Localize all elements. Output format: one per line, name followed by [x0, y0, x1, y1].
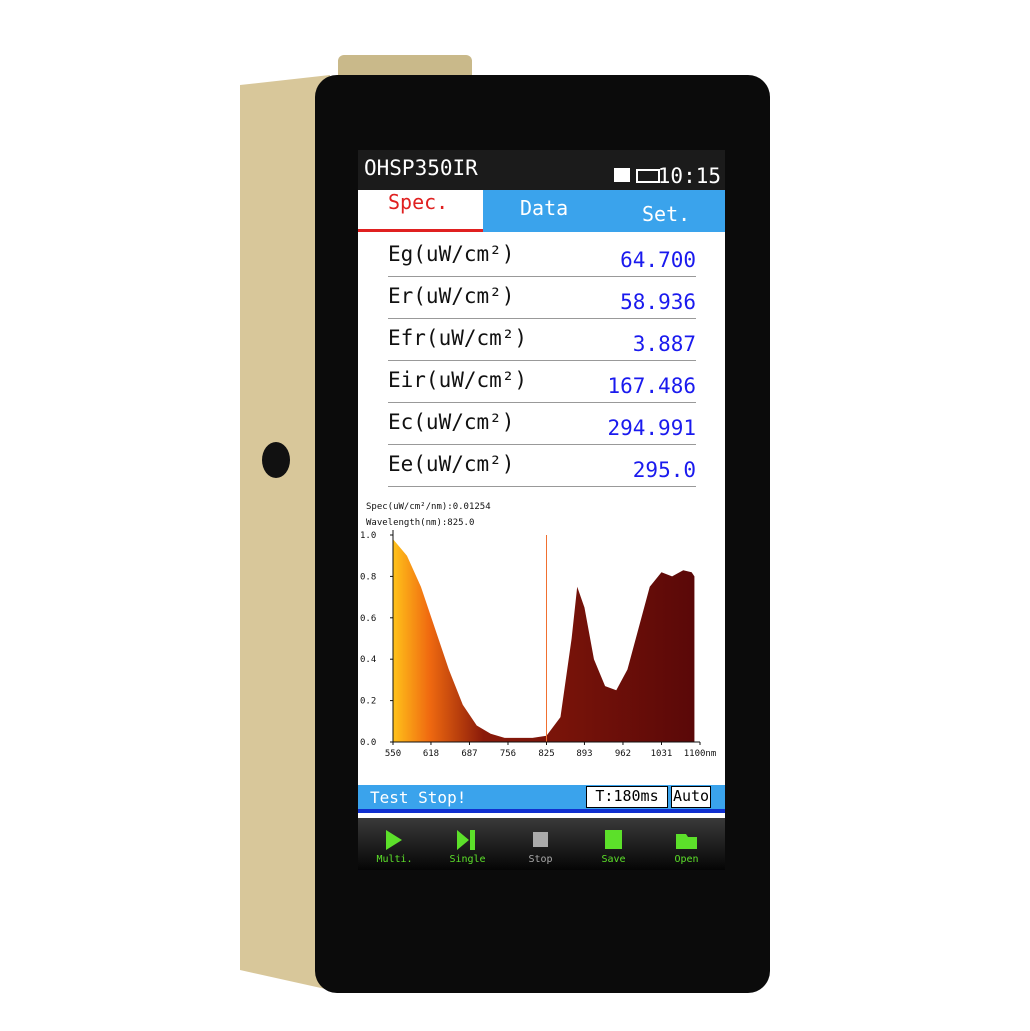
measurement-value: 295.0 [632, 458, 696, 482]
spectrum-area [393, 539, 695, 742]
measurement-label: Eg(uW/cm²) [388, 242, 515, 266]
spec-readout: Spec(uW/cm²/nm):0.01254 [366, 502, 491, 512]
screen: OHSP350IR 10:15 Spec. Data Set. Eg(uW/cm… [358, 150, 725, 870]
x-tick-label: 687 [461, 749, 477, 759]
mode-box[interactable]: Auto [671, 786, 711, 808]
y-tick-label: 0.4 [360, 655, 376, 665]
toolbar-button[interactable]: Open [650, 818, 723, 868]
measurement-value: 294.991 [607, 416, 696, 440]
x-tick-label: 756 [500, 749, 516, 759]
toolbar-button[interactable]: Single [431, 818, 504, 868]
measurement-row: Efr(uW/cm²) 3.887 [388, 318, 696, 361]
y-tick-label: 0.0 [360, 738, 376, 748]
button-label: Open [674, 854, 699, 865]
x-tick-label: 893 [576, 749, 592, 759]
icon-shape [386, 830, 402, 850]
measurement-row: Ee(uW/cm²) 295.0 [388, 444, 696, 487]
button-icon [605, 830, 622, 849]
x-tick-label: 825 [538, 749, 554, 759]
integration-time[interactable]: T:180ms [586, 786, 668, 808]
measurement-label: Ec(uW/cm²) [388, 410, 515, 434]
measurement-value: 58.936 [620, 290, 696, 314]
battery-icon [636, 169, 660, 183]
status-message: Test Stop! [370, 788, 467, 807]
x-tick-label: 618 [423, 749, 439, 759]
tab-underline [358, 229, 483, 232]
tab-label: Spec. [388, 190, 449, 214]
toolbar-button[interactable]: Stop [504, 818, 577, 868]
toolbar-button[interactable]: Multi. [358, 818, 431, 868]
sd-icon [614, 168, 630, 182]
button-icon [676, 834, 697, 849]
x-tick-label: 1100nm [684, 749, 717, 759]
measurement-row: Ec(uW/cm²) 294.991 [388, 402, 696, 445]
button-label: Stop [528, 854, 553, 865]
x-tick-label: 962 [615, 749, 631, 759]
button-icon [386, 830, 402, 850]
wavelength-readout: Wavelength(nm):825.0 [366, 518, 474, 528]
icon-shape [533, 832, 548, 847]
measurement-row: Eg(uW/cm²) 64.700 [388, 234, 696, 277]
tab-bar: Spec. Data Set. [358, 190, 725, 232]
measurement-label: Eir(uW/cm²) [388, 368, 528, 392]
measurement-label: Efr(uW/cm²) [388, 326, 528, 350]
toolbar-button[interactable]: Save [577, 818, 650, 868]
button-icon [457, 830, 475, 850]
measurement-label: Er(uW/cm²) [388, 284, 515, 308]
button-label: Multi. [376, 854, 413, 865]
device-title: OHSP350IR [364, 156, 478, 180]
y-tick-label: 0.2 [360, 697, 376, 707]
clock: 10:15 [657, 164, 721, 188]
button-icon [533, 832, 548, 847]
active-tab[interactable]: Spec. [358, 190, 483, 232]
measurement-label: Ee(uW/cm²) [388, 452, 515, 476]
spectrum-chart: Spec(uW/cm²/nm):0.01254 Wavelength(nm):8… [360, 502, 717, 759]
button-label: Save [601, 854, 626, 865]
measurement-row: Er(uW/cm²) 58.936 [388, 276, 696, 319]
measurement-value: 64.700 [620, 248, 696, 272]
button-bar: Multi. Single Stop Save Open [358, 818, 725, 870]
x-tick-label: 550 [385, 749, 401, 759]
icon-shape [605, 830, 622, 849]
x-tick-label: 1031 [651, 749, 673, 759]
y-tick-label: 0.6 [360, 614, 376, 624]
status-bar: Test Stop! T:180ms Auto [358, 785, 725, 813]
measurement-value: 167.486 [607, 374, 696, 398]
tab-label[interactable]: Data [520, 196, 569, 220]
header-bar: OHSP350IR 10:15 [358, 150, 725, 190]
y-tick-label: 1.0 [360, 531, 376, 541]
measurement-row: Eir(uW/cm²) 167.486 [388, 360, 696, 403]
tab-label[interactable]: Set. [642, 202, 691, 226]
measurement-value: 3.887 [632, 332, 696, 356]
device-side [240, 75, 330, 990]
button-label: Single [449, 854, 486, 865]
sensor [262, 442, 290, 478]
icon-shape [457, 830, 475, 850]
icon-shape [676, 834, 697, 849]
y-tick-label: 0.8 [360, 572, 376, 582]
